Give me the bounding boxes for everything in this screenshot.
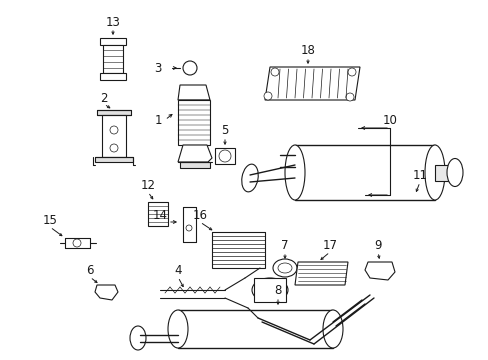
- Text: 2: 2: [100, 91, 107, 104]
- Polygon shape: [95, 285, 118, 300]
- Circle shape: [73, 239, 81, 247]
- Bar: [100, 73, 126, 80]
- Bar: [102, 115, 126, 157]
- Circle shape: [264, 92, 271, 100]
- Ellipse shape: [219, 150, 230, 162]
- Bar: [294, 145, 434, 200]
- Text: 12: 12: [140, 179, 155, 192]
- Circle shape: [347, 68, 355, 76]
- Bar: [215, 148, 235, 164]
- Text: 11: 11: [412, 168, 427, 181]
- Text: 6: 6: [86, 264, 94, 276]
- Bar: [178, 310, 332, 348]
- Bar: [97, 110, 131, 115]
- Ellipse shape: [285, 145, 305, 200]
- Text: 5: 5: [221, 123, 228, 136]
- Bar: [100, 38, 126, 45]
- Text: 4: 4: [174, 264, 182, 276]
- Ellipse shape: [272, 259, 296, 277]
- Ellipse shape: [251, 278, 287, 302]
- Circle shape: [110, 144, 118, 152]
- Ellipse shape: [130, 326, 146, 350]
- Ellipse shape: [278, 263, 291, 273]
- Bar: [253, 278, 285, 302]
- Circle shape: [346, 93, 353, 101]
- Polygon shape: [264, 67, 359, 100]
- Text: 15: 15: [42, 213, 57, 226]
- Circle shape: [110, 126, 118, 134]
- Circle shape: [183, 61, 197, 75]
- Polygon shape: [294, 262, 347, 285]
- Ellipse shape: [323, 310, 342, 348]
- Bar: [148, 202, 168, 226]
- Bar: [178, 100, 209, 145]
- Bar: [95, 157, 133, 162]
- Text: 18: 18: [300, 44, 315, 57]
- Text: 1: 1: [154, 113, 162, 126]
- Text: 16: 16: [192, 208, 207, 221]
- Polygon shape: [178, 85, 209, 100]
- Circle shape: [185, 225, 192, 231]
- Text: 3: 3: [154, 62, 162, 75]
- Bar: [212, 232, 264, 268]
- Ellipse shape: [424, 145, 444, 200]
- Bar: [103, 45, 123, 73]
- Text: 9: 9: [373, 239, 381, 252]
- Bar: [180, 162, 209, 168]
- Text: 8: 8: [274, 284, 281, 297]
- Circle shape: [270, 68, 279, 76]
- Bar: [434, 165, 454, 180]
- Text: 10: 10: [382, 113, 397, 126]
- Polygon shape: [364, 262, 394, 280]
- Ellipse shape: [241, 164, 258, 192]
- Polygon shape: [178, 145, 212, 162]
- Ellipse shape: [168, 310, 187, 348]
- Text: 13: 13: [105, 15, 120, 28]
- Text: 7: 7: [281, 239, 288, 252]
- Text: 17: 17: [322, 239, 337, 252]
- Text: 14: 14: [152, 208, 167, 221]
- Ellipse shape: [446, 158, 462, 186]
